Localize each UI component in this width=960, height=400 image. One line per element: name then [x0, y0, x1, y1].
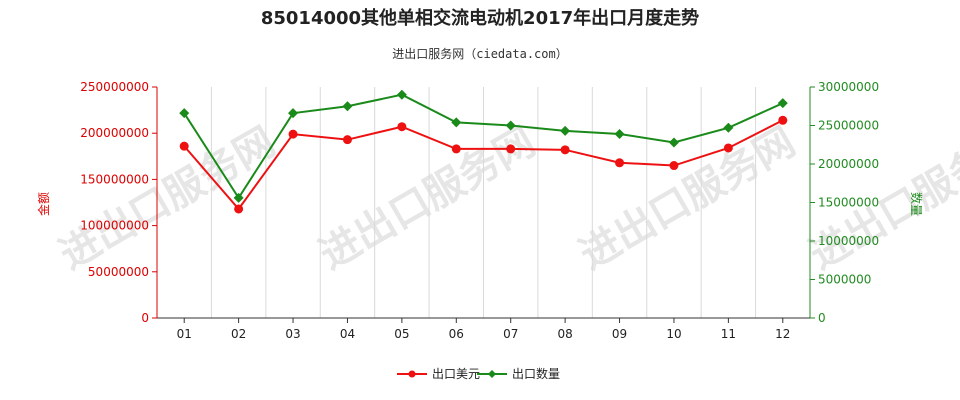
right-tick-label: 20000000 — [818, 157, 879, 171]
watermark-text: 进出口服务网 — [572, 119, 803, 279]
right-tick-label: 0 — [818, 311, 826, 325]
series-line-export-qty — [183, 93, 784, 200]
right-tick-label: 15000000 — [818, 196, 879, 210]
x-tick-label: 08 — [557, 327, 572, 341]
left-axis-ticks: 0 50000000 100000000 150000000 200000000 2500… — [80, 80, 157, 325]
left-tick-label: 150000000 — [80, 172, 149, 186]
legend: 出口美元 出口数量 — [397, 366, 560, 381]
x-tick-label: 12 — [775, 327, 790, 341]
series-layer — [179, 89, 788, 214]
data-point-export-qty — [777, 98, 788, 109]
data-point-export-usd — [288, 129, 298, 139]
x-tick-label: 05 — [394, 327, 409, 341]
data-point-export-usd — [506, 144, 516, 154]
data-point-export-qty — [342, 101, 353, 112]
data-point-export-qty — [288, 108, 299, 119]
data-point-export-usd — [723, 143, 733, 153]
legend-swatch-marker — [408, 370, 416, 378]
series-line-export-usd — [183, 119, 784, 211]
data-point-export-qty — [668, 137, 679, 148]
legend-label: 出口数量 — [512, 366, 560, 381]
x-tick-label: 02 — [231, 327, 246, 341]
data-point-export-usd — [615, 158, 625, 168]
x-tick-label: 04 — [340, 327, 355, 341]
right-tick-label: 25000000 — [818, 119, 879, 133]
x-tick-label: 11 — [721, 327, 736, 341]
legend-item-export-usd: 出口美元 — [397, 367, 480, 381]
right-tick-label: 30000000 — [818, 80, 879, 94]
data-point-export-usd — [342, 135, 352, 145]
left-tick-label: 0 — [141, 311, 149, 325]
data-point-export-usd — [669, 161, 679, 171]
data-point-export-qty — [560, 125, 571, 136]
chart-title: 85014000其他单相交流电动机2017年出口月度走势 — [261, 7, 699, 29]
right-axis-ticks: 0 5000000 10000000 15000000 20000000 25000000… — [810, 80, 879, 325]
x-tick-label: 01 — [177, 327, 192, 341]
left-tick-label: 100000000 — [80, 219, 149, 233]
left-tick-label: 50000000 — [88, 265, 149, 279]
right-axis-label: 数量 — [909, 192, 924, 216]
x-tick-label: 03 — [285, 327, 300, 341]
chart-subtitle: 进出口服务网（ciedata.com） — [392, 46, 567, 61]
data-point-export-qty — [451, 117, 462, 128]
data-point-export-qty — [179, 108, 190, 119]
data-point-export-usd — [778, 115, 788, 125]
data-point-export-qty — [396, 89, 407, 100]
left-tick-label: 200000000 — [80, 126, 149, 140]
data-point-export-usd — [397, 122, 407, 132]
data-point-export-usd — [179, 141, 189, 151]
x-axis-ticks: 01 02 03 04 05 06 07 08 09 10 11 12 — [177, 318, 790, 341]
x-tick-label: 06 — [449, 327, 464, 341]
data-point-export-usd — [234, 204, 244, 214]
right-tick-label: 5000000 — [818, 273, 871, 287]
data-point-export-usd — [451, 144, 461, 154]
x-tick-label: 10 — [666, 327, 681, 341]
data-point-export-qty — [233, 192, 244, 203]
legend-label: 出口美元 — [432, 367, 480, 381]
x-tick-label: 09 — [612, 327, 627, 341]
data-point-export-usd — [560, 145, 570, 155]
left-tick-label: 250000000 — [80, 80, 149, 94]
x-tick-label: 07 — [503, 327, 518, 341]
data-point-export-qty — [505, 120, 516, 131]
legend-swatch-marker — [488, 370, 496, 378]
data-point-export-qty — [723, 122, 734, 133]
watermark-text: 进出口服务网 — [52, 119, 283, 279]
left-axis-label: 金额 — [36, 192, 51, 216]
right-tick-label: 10000000 — [818, 234, 879, 248]
data-point-export-qty — [614, 128, 625, 139]
legend-item-export-qty: 出口数量 — [477, 366, 560, 381]
